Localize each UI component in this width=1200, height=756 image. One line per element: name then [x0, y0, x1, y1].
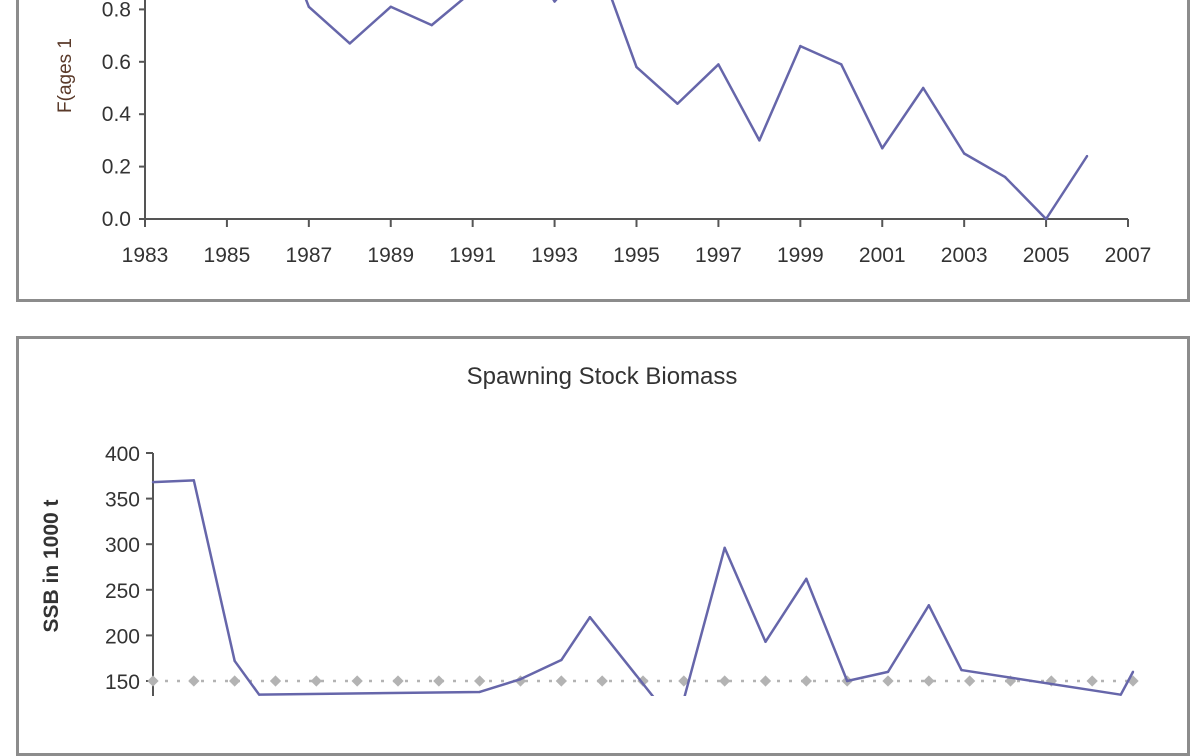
y-tick-label: 250: [105, 580, 140, 603]
x-tick-label: 1995: [613, 244, 660, 267]
f-data-point: [389, 5, 392, 8]
y-tick-label: 0.0: [102, 208, 131, 231]
reference-marker: [392, 675, 404, 687]
f-data-point: [1085, 154, 1089, 158]
f-data-point: [840, 63, 843, 66]
f-data-point: [1003, 175, 1007, 179]
y-tick-label: 0.6: [102, 51, 131, 74]
f-data-point: [635, 65, 638, 69]
reference-marker: [596, 675, 608, 687]
y-axis-title: F(ages 1: [55, 38, 76, 113]
x-tick-label: 1997: [695, 244, 742, 267]
y-axis-title: SSB in 1000 t: [40, 499, 63, 632]
x-tick-label: 2007: [1105, 244, 1152, 267]
reference-marker: [800, 675, 812, 687]
reference-marker: [310, 675, 322, 687]
ssb-data-point: [845, 679, 849, 683]
reference-marker: [719, 675, 731, 687]
f-data-point: [922, 86, 925, 90]
ssb-chart: Spawning Stock Biomass SSB in 1000 t 150…: [40, 363, 1139, 696]
f-data-point: [717, 63, 720, 66]
ssb-data-point: [233, 659, 236, 663]
ssb-data-point: [723, 546, 726, 550]
x-tick-label: 1991: [449, 244, 496, 267]
x-tick-label: 2001: [859, 244, 906, 267]
ssb-series-line: [152, 479, 1135, 696]
f-data-point: [430, 23, 433, 27]
ssb-data-point: [764, 640, 767, 643]
f-data-point: [553, 0, 556, 3]
chart-title: Spawning Stock Biomass: [467, 363, 738, 390]
ssb-data-point: [805, 577, 808, 581]
reference-marker: [882, 675, 894, 687]
y-tick-label: 350: [105, 489, 140, 512]
reference-marker: [433, 675, 445, 687]
f-data-point: [758, 139, 761, 142]
y-tick-label: 0.4: [102, 103, 132, 126]
reference-marker: [637, 675, 649, 687]
y-tick-label: 300: [105, 534, 140, 557]
x-tick-label: 2003: [941, 244, 988, 267]
x-tick-label: 1999: [777, 244, 824, 267]
ssb-data-point: [588, 615, 592, 619]
f-data-point: [676, 102, 679, 105]
x-tick-label: 1993: [531, 244, 578, 267]
reference-marker: [759, 675, 772, 687]
ssb-data-point: [1131, 670, 1135, 674]
ssb-data-point: [519, 677, 522, 681]
fishing-mortality-chart: F(ages 1 0.0 0.2 0.4 0.6 0.8 1983 1985 1987 1989…: [55, 0, 1151, 267]
y-tick-label: 0.2: [102, 156, 131, 179]
f-data-point: [348, 42, 351, 45]
ssb-data-point: [257, 693, 261, 696]
reference-marker: [269, 675, 282, 687]
ssb-data-point: [560, 658, 563, 662]
ssb-data-point: [927, 604, 931, 607]
reference-marker: [964, 675, 976, 687]
y-tick-label: 200: [105, 625, 140, 648]
f-data-point: [1044, 217, 1048, 221]
y-tick-label: 0.8: [102, 0, 131, 21]
ssb-data-point: [192, 479, 196, 482]
f-data-point: [881, 147, 884, 150]
reference-marker: [678, 675, 690, 687]
f-data-point: [307, 5, 311, 8]
reference-marker: [229, 675, 241, 687]
reference-marker: [351, 675, 363, 687]
f-series-line: [304, 0, 1089, 221]
x-tick-label: 1983: [122, 244, 169, 267]
x-tick-label: 2005: [1023, 244, 1070, 267]
ssb-data-point: [151, 480, 155, 484]
reference-marker: [923, 675, 935, 687]
reference-marker: [147, 675, 159, 687]
ssb-data-point: [478, 690, 481, 694]
x-tick-label: 1985: [204, 244, 251, 267]
y-tick-label: 150: [105, 671, 140, 694]
x-tick-label: 1987: [285, 244, 332, 267]
reference-marker: [1086, 675, 1098, 687]
ssb-chart-panel: [16, 336, 1190, 756]
x-tick-label: 1989: [367, 244, 414, 267]
ssb-data-point: [886, 670, 890, 674]
reference-marker: [555, 675, 567, 687]
f-data-point: [799, 44, 802, 48]
fishing-mortality-chart-panel: [16, 0, 1190, 302]
reference-marker: [188, 675, 200, 687]
ssb-data-point: [1119, 693, 1122, 696]
charts-canvas: F(ages 1 0.0 0.2 0.4 0.6 0.8 1983 1985 1987 1989…: [40, 0, 1151, 696]
y-tick-label: 400: [105, 443, 140, 466]
f-data-point: [962, 152, 966, 155]
reference-marker: [474, 675, 486, 687]
ssb-data-point: [960, 668, 963, 672]
